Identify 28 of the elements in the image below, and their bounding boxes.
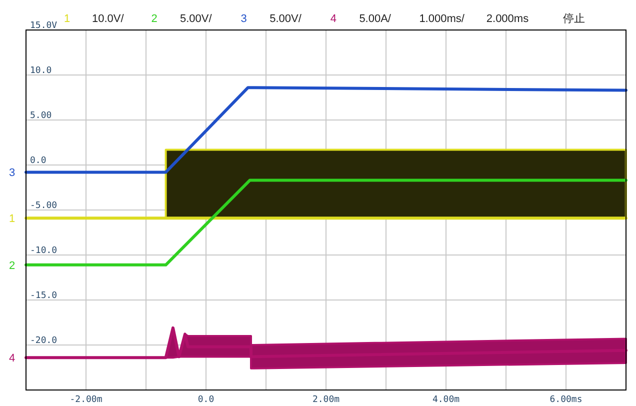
x-tick-label: 2.00m (312, 395, 340, 405)
x-tick-label: 6.00ms (550, 395, 582, 405)
text: 4 (330, 13, 337, 25)
series-label: 4 (8, 352, 16, 365)
text: 3 (240, 13, 247, 25)
y-tick-label: -10.0 (30, 246, 58, 256)
series-label: 1 (8, 213, 16, 226)
y-tick-label: -5.00 (30, 201, 58, 211)
y-tick-label: 5.00 (30, 111, 52, 121)
y-tick-label: -20.0 (30, 336, 58, 346)
text: 5.00V/ (270, 13, 302, 25)
x-tick-label: 4.00m (432, 395, 460, 405)
text: 1.000ms/ (419, 13, 466, 25)
text: 2.000ms (486, 13, 530, 25)
series-label: 3 (8, 167, 16, 180)
y-tick-label: 0.0 (30, 156, 46, 166)
text: 停止 (563, 12, 586, 25)
text: 5.00V/ (180, 13, 213, 25)
series-label: 2 (8, 260, 16, 272)
x-tick-label: -2.00m (70, 395, 102, 405)
y-tick-label: 10.0 (30, 66, 52, 76)
text: 5.00A/ (359, 13, 392, 25)
text: 2 (151, 13, 158, 25)
x-tick-label: 0.0 (198, 395, 214, 405)
y-tick-label: -15.0 (30, 291, 58, 301)
text: 10.0V/ (92, 13, 125, 25)
text: 1 (64, 13, 70, 25)
y-tick-label: 15.0V (30, 21, 58, 31)
